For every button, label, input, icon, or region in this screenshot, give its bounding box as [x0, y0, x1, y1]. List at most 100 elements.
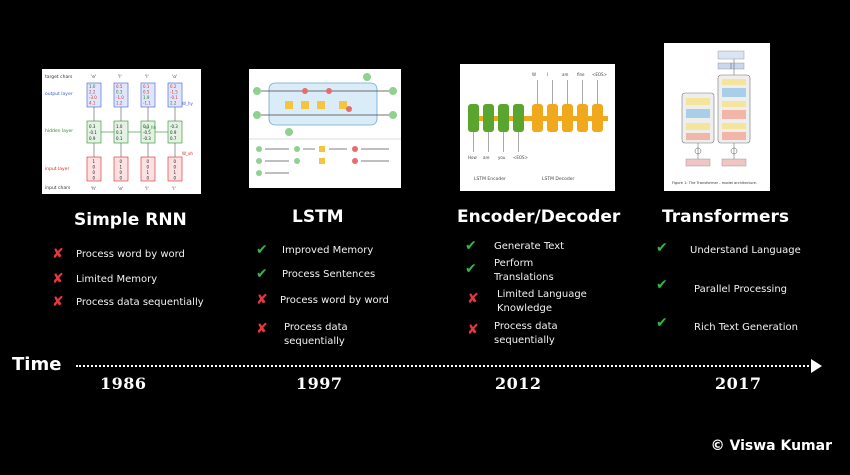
rnn-input-value: 0: [147, 165, 150, 170]
check-icon: ✔: [256, 242, 268, 258]
rnn-input-char: 'l': [145, 186, 149, 192]
encoder-block: [513, 104, 524, 132]
decoder-block: [547, 104, 558, 132]
encoder-token: you: [498, 155, 506, 160]
rnn-output-value: 2.2: [170, 101, 177, 106]
rnn-output-value: 1.9: [143, 95, 150, 100]
decoder-token: fine: [577, 72, 585, 77]
year-2017: 2017: [715, 374, 762, 393]
rnn-input-value: 0: [147, 159, 150, 164]
era-item: Process word by word: [76, 249, 185, 260]
rnn-input-value: 0: [93, 165, 96, 170]
rnn-output-value: 1.0: [89, 84, 96, 89]
rnn-input-value: 1: [93, 159, 96, 164]
rnn-output-value: 2.2: [89, 90, 96, 95]
era-title-encoder-decoder: Encoder/Decoder: [457, 207, 621, 227]
rnn-row-label: hidden layer: [45, 128, 73, 134]
rnn-input-value: 0: [120, 176, 123, 181]
cross-icon: ✘: [256, 292, 268, 308]
transformer-diagram: Figure 1: The Transformer - model archit…: [672, 50, 757, 185]
rnn-output-value: 0.2: [170, 84, 177, 89]
rnn-input-value: 1: [120, 165, 123, 170]
encoder-block: [468, 104, 479, 132]
decoder-token: am: [562, 72, 568, 77]
era-item: Process data sequentially: [284, 322, 348, 347]
rnn-diagram: target chars output layer hidden layer i…: [45, 74, 193, 192]
cross-icon: ✘: [52, 271, 64, 287]
rnn-input-value: 0: [174, 165, 177, 170]
encoder-block: [483, 104, 494, 132]
rnn-input-char: 'l': [172, 186, 176, 192]
era-item: Understand Language: [690, 245, 801, 256]
rnn-output-value: -0.1: [170, 95, 178, 100]
rnn-output-value: 0.5: [143, 90, 150, 95]
rnn-row-label: input layer: [45, 166, 69, 172]
decoder-token: I: [547, 72, 548, 77]
year-2012: 2012: [495, 374, 542, 393]
era-item: Rich Text Generation: [694, 322, 798, 333]
era-item: Generate Text: [494, 241, 565, 252]
decoder-block: [592, 104, 603, 132]
decoder-label: LSTM Decoder: [542, 176, 575, 182]
year-1997: 1997: [296, 374, 343, 393]
era-item: Limited Language Knowledge: [497, 289, 587, 314]
lstm-diagram-thumbnail: [249, 69, 401, 188]
decoder-block: [562, 104, 573, 132]
rnn-output-value: -3.0: [89, 95, 97, 100]
rnn-target-char: 'l': [145, 74, 149, 80]
rnn-output-value: 0.3: [116, 90, 123, 95]
rnn-input-value: 0: [174, 159, 177, 164]
check-icon: ✔: [256, 266, 268, 282]
check-icon: ✔: [656, 277, 668, 293]
rnn-row-label: input chars: [45, 185, 71, 191]
rnn-hidden-value: 1.0: [116, 124, 123, 129]
era-item: Improved Memory: [282, 245, 374, 256]
rnn-input-value: 1: [147, 170, 150, 175]
rnn-target-char: 'e': [91, 74, 96, 80]
check-icon: ✔: [465, 238, 477, 254]
timeline-arrow-icon: [811, 359, 822, 373]
rnn-hidden-value: 0.3: [116, 130, 123, 135]
rnn-row-label: output layer: [45, 91, 73, 97]
rnn-output-value: -1.5: [170, 90, 178, 95]
era-item: Parallel Processing: [694, 284, 788, 295]
era-item: Process word by word: [280, 295, 389, 306]
rnn-input-value: 0: [93, 176, 96, 181]
rnn-row-label: target chars: [45, 74, 73, 80]
rnn-hidden-value: -0.3: [143, 136, 151, 141]
cross-icon: ✘: [467, 291, 479, 307]
rnn-weight-label: W_hy: [182, 101, 193, 106]
rnn-hidden-value: 0.7: [170, 136, 177, 141]
copyright-text: © Viswa Kumar: [710, 438, 832, 454]
rnn-hidden-value: 0.1: [143, 124, 150, 129]
lstm-diagram: [249, 73, 401, 176]
cross-icon: ✘: [467, 322, 479, 338]
encoder-token: are: [483, 155, 490, 160]
rnn-hidden-value: 0.9: [170, 130, 177, 135]
decoder-token: W: [532, 72, 536, 77]
rnn-input-char: 'h': [91, 186, 96, 192]
decoder-block: [532, 104, 543, 132]
rnn-input-char: 'e': [118, 186, 123, 192]
rnn-hidden-value: -0.1: [89, 130, 97, 135]
transformer-caption: Figure 1: The Transformer - model archit…: [672, 181, 757, 185]
rnn-target-char: 'l': [118, 74, 122, 80]
era-item: Limited Memory: [76, 274, 158, 285]
timeline-line: [76, 365, 816, 367]
rnn-output-value: -1.0: [116, 95, 124, 100]
check-icon: ✔: [656, 240, 668, 256]
encoder-label: LSTM Encoder: [474, 176, 506, 182]
rnn-output-value: 4.1: [89, 101, 96, 106]
rnn-output-value: 1.2: [116, 101, 123, 106]
encoder-token: How: [468, 155, 477, 160]
rnn-output-value: 0.5: [116, 84, 123, 89]
encoder-block: [498, 104, 509, 132]
era-item: Perform Translations: [494, 258, 554, 283]
check-icon: ✔: [465, 261, 477, 277]
rnn-input-value: 0: [174, 176, 177, 181]
era-title-transformers: Transformers: [662, 207, 790, 227]
rnn-hidden-value: -0.3: [170, 124, 178, 129]
decoder-block: [577, 104, 588, 132]
era-title-simple-rnn: Simple RNN: [74, 210, 187, 230]
